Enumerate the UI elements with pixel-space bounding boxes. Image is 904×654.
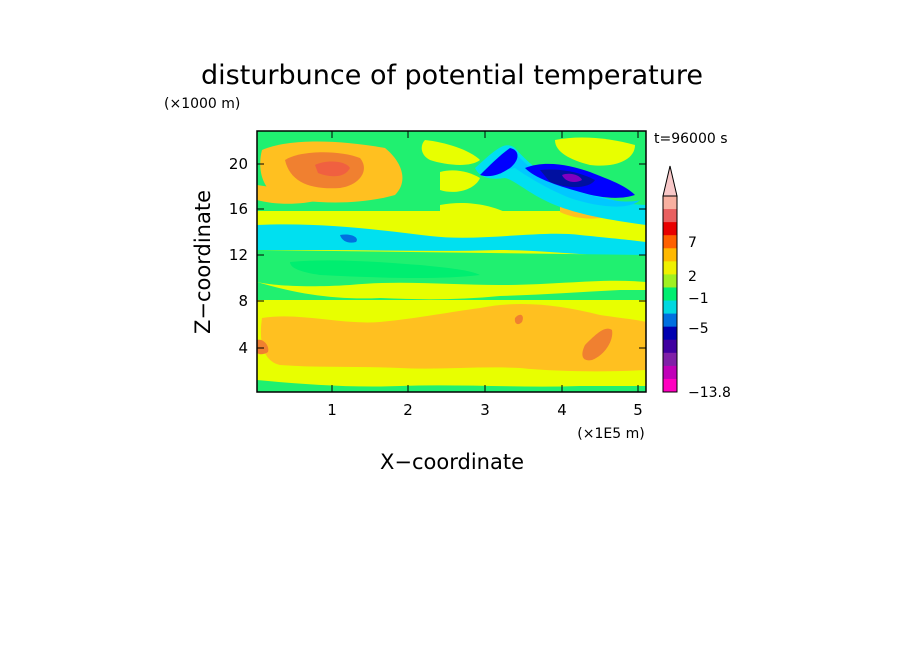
colorbar-cell xyxy=(663,274,677,288)
colorbar-cell xyxy=(663,209,677,223)
colorbar-frame xyxy=(662,195,678,393)
colorbar-cell xyxy=(663,196,677,210)
y-axis-label: Z−coordinate xyxy=(191,190,215,334)
x-tick-label: 3 xyxy=(480,401,490,419)
colorbar xyxy=(662,165,678,393)
y-tick-label: 20 xyxy=(229,155,248,173)
x-unit-label: (×1E5 m) xyxy=(577,426,644,442)
colorbar-cell xyxy=(663,365,677,380)
colorbar-cell xyxy=(663,235,677,249)
colorbar-label: 2 xyxy=(688,269,697,285)
colorbar-cell xyxy=(663,248,677,262)
x-tick-label: 5 xyxy=(633,401,643,419)
tick-marks xyxy=(257,131,646,392)
x-tick-label: 2 xyxy=(403,401,413,419)
colorbar-cell xyxy=(663,378,677,393)
colorbar-label: −13.8 xyxy=(688,385,731,401)
colorbar-cell xyxy=(663,326,677,341)
y-tick-label: 8 xyxy=(238,292,248,310)
y-tick-label: 12 xyxy=(229,246,248,264)
time-label: t=96000 s xyxy=(654,131,728,147)
x-tick-label: 1 xyxy=(327,401,337,419)
plot-frame xyxy=(256,130,647,393)
colorbar-cell xyxy=(663,222,677,236)
x-axis-label: X−coordinate xyxy=(380,450,524,474)
chart-title: disturbunce of potential temperature xyxy=(201,60,703,91)
y-tick-label: 4 xyxy=(238,339,248,357)
colorbar-cell xyxy=(663,287,677,302)
y-unit-label: (×1000 m) xyxy=(164,96,240,112)
colorbar-label: 7 xyxy=(688,235,697,251)
y-tick-label: 16 xyxy=(229,200,248,218)
colorbar-label: −1 xyxy=(688,291,709,307)
colorbar-cell xyxy=(663,339,677,354)
x-tick-label: 4 xyxy=(557,401,567,419)
colorbar-cell xyxy=(663,300,677,315)
colorbar-cell xyxy=(663,261,677,275)
colorbar-max-arrow xyxy=(662,165,678,197)
colorbar-cell xyxy=(663,313,677,328)
contour-field xyxy=(257,131,646,392)
colorbar-label: −5 xyxy=(688,321,709,337)
colorbar-cell xyxy=(663,352,677,367)
